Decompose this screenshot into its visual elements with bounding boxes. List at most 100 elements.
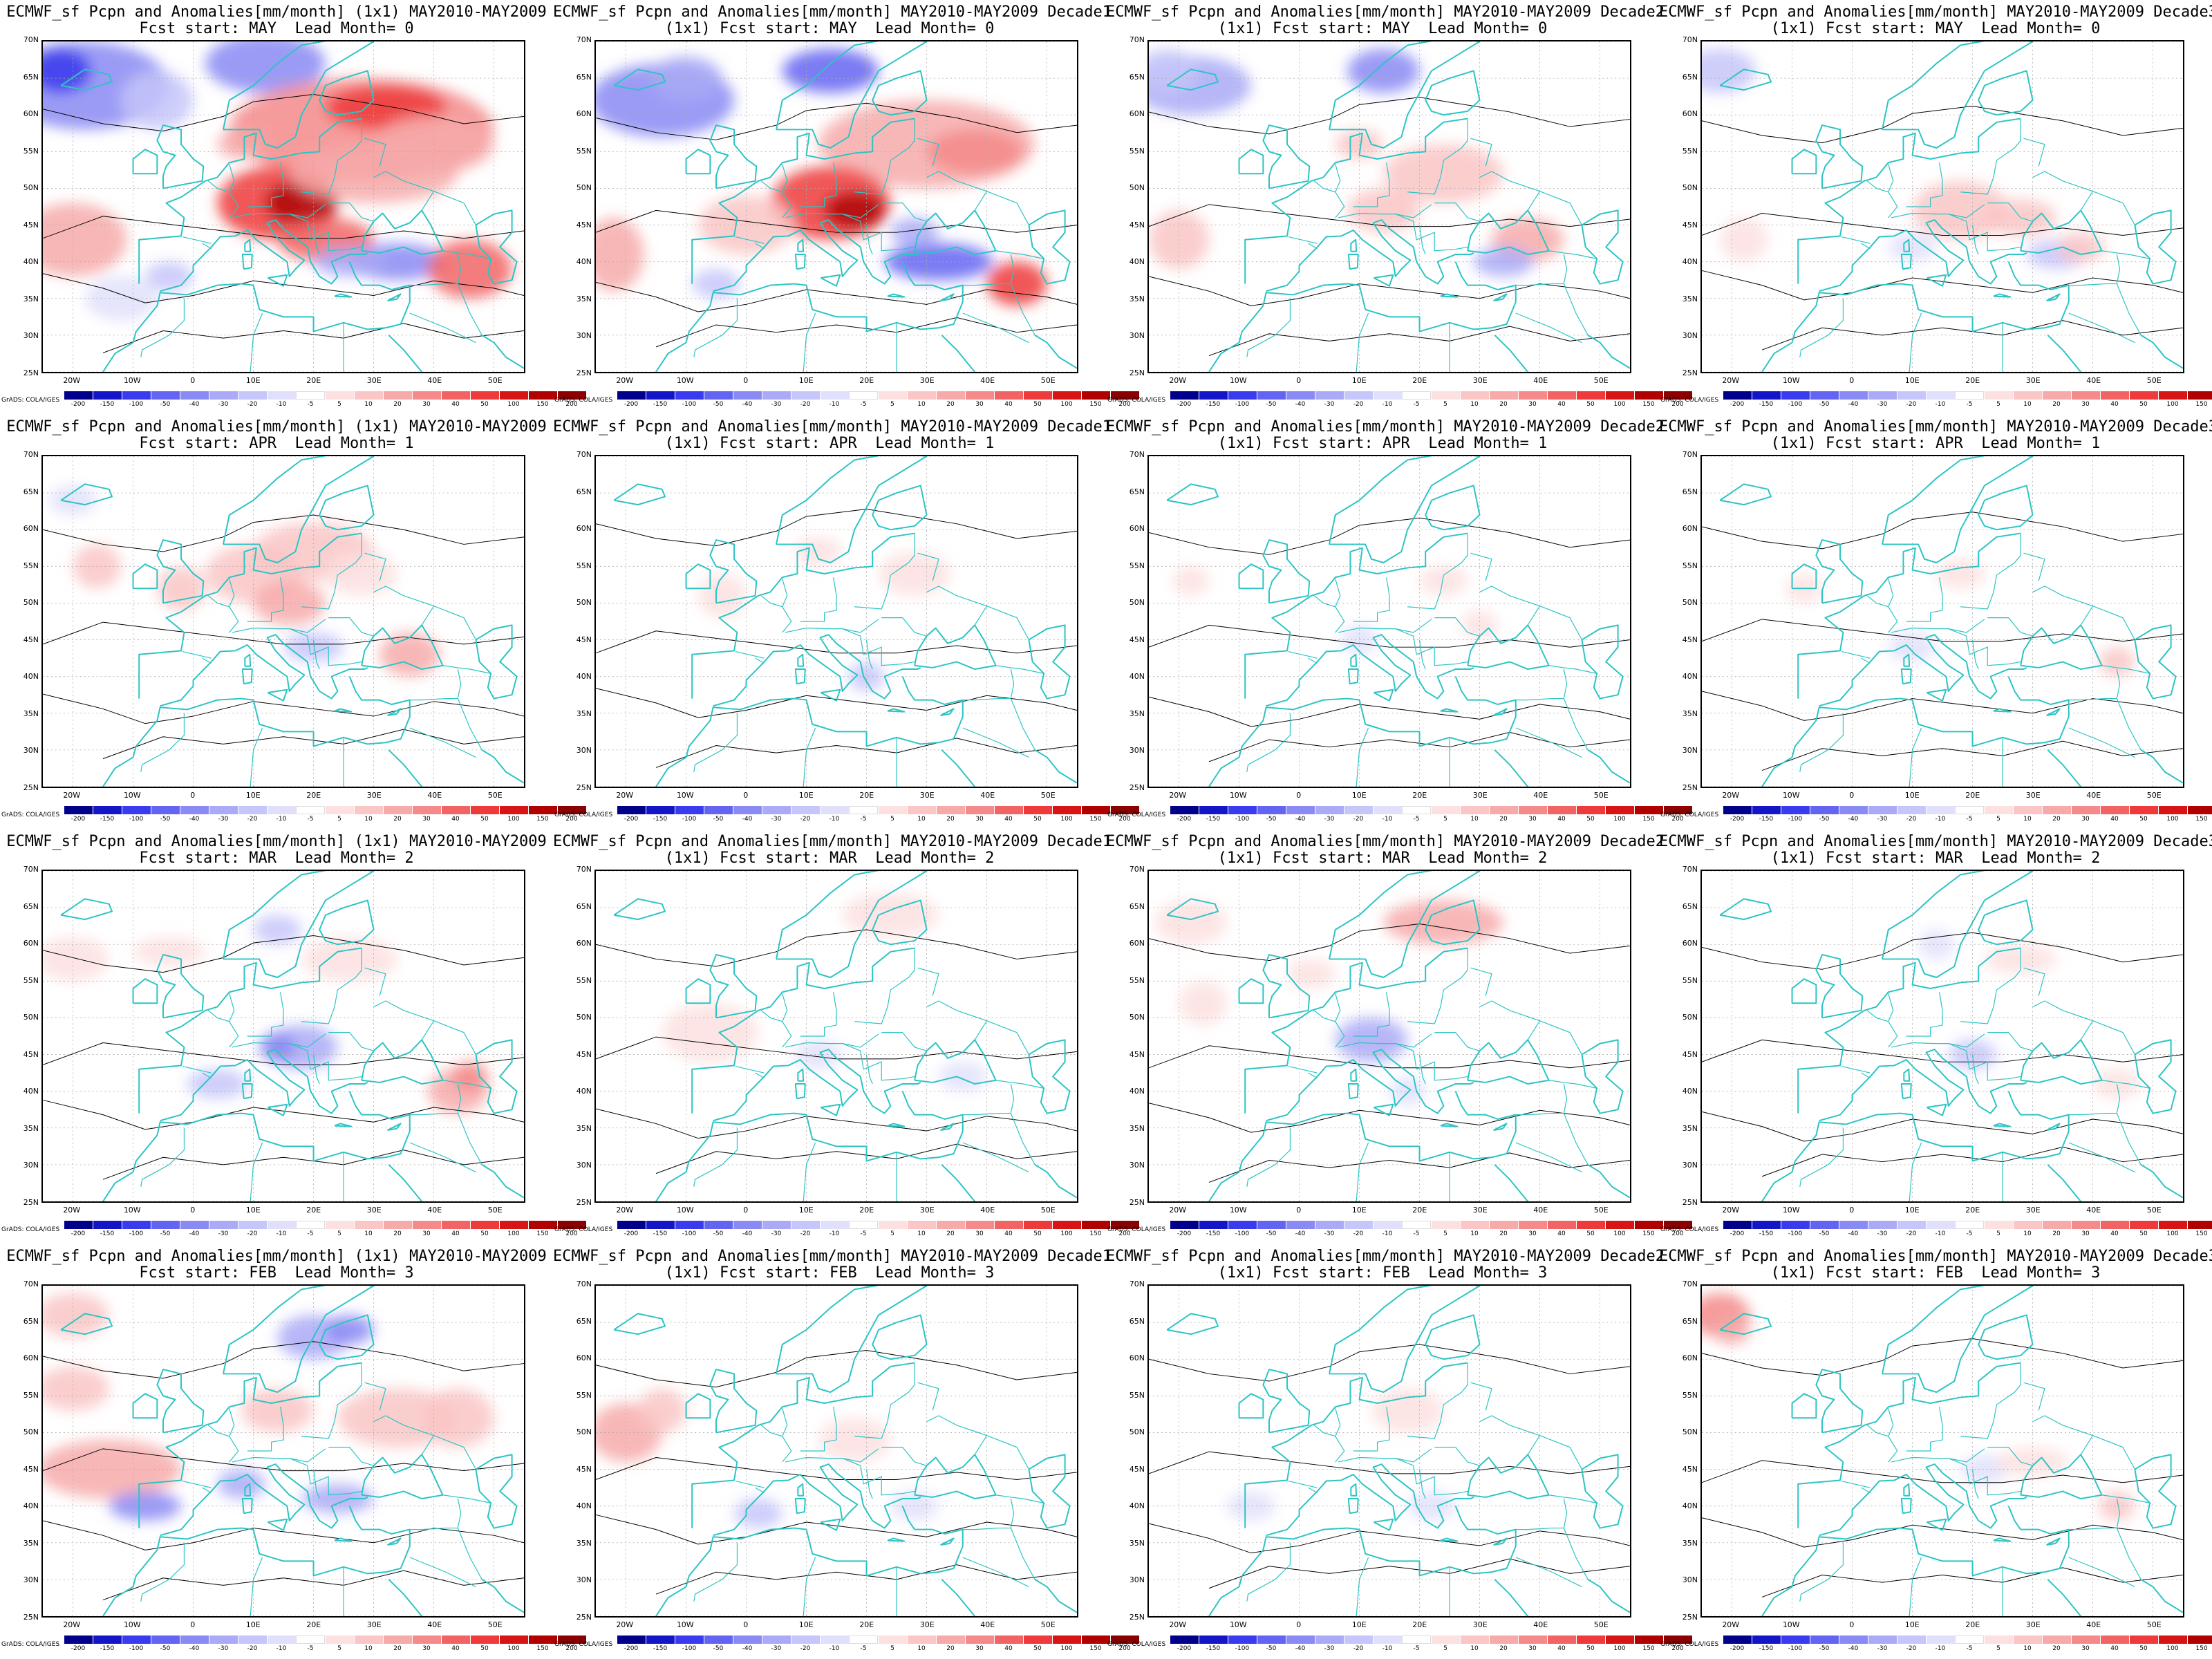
colorbar-swatch [878,806,907,814]
coastline [887,708,906,713]
colorbar-swatch [762,391,791,400]
border-line [1888,1408,1894,1437]
colorbar-swatch [1286,806,1315,814]
panel-subtitle: (1x1) Fcst start: APR Lead Month= 1 [1770,435,2101,452]
colorbar-label: 20 [1499,1230,1508,1237]
anomaly-blob [259,1032,296,1062]
longitude-label: 30E [919,791,935,800]
colorbar [64,391,586,400]
colorbar-label: 100 [2166,401,2179,408]
panel-subtitle: Fcst start: MAR Lead Month= 2 [139,850,414,867]
colorbar-swatch [646,1635,675,1644]
colorbar-swatch [412,391,441,400]
map-svg [1702,1286,2183,1616]
colorbar-swatch [325,391,354,400]
coastline [1440,1123,1459,1127]
latitude-label: 45N [1682,220,1698,229]
colorbar-swatch [1373,806,1402,814]
colorbar-label: -20 [1906,401,1917,408]
border-line [962,668,1015,701]
coastline [940,708,955,716]
colorbar-swatch [1926,1221,1955,1229]
colorbar-swatch [2187,1635,2212,1644]
colorbar-label: 30 [975,401,984,408]
border-line [854,118,915,195]
grads-credit: GrADS: COLA/IGES [1,1226,60,1233]
latitude-label: 30N [576,331,592,341]
border-line [1353,1407,1390,1452]
longitude-label: 20W [1722,1206,1740,1215]
border-line [373,1415,435,1455]
contour-line [1702,213,2183,236]
colorbar-label: 30 [422,816,431,823]
longitude-label: 30E [1472,1620,1488,1629]
colorbar-swatch [1052,806,1081,814]
border-line [442,250,491,259]
map-svg [596,871,1077,1201]
coastline [361,1039,444,1085]
colorbar-label: 200 [1671,816,1684,823]
coastline [319,70,375,116]
coastline [2140,335,2183,369]
border-line [1246,1542,1291,1602]
border-line [1335,579,1341,608]
colorbar-label: 40 [451,816,460,823]
coastline [1587,335,1630,369]
colorbar-label: 10 [1470,1645,1479,1652]
coastline [2047,335,2081,372]
border-line [312,1054,320,1085]
coastline [1244,532,1468,699]
colorbar-label: -10 [829,816,840,823]
colorbar-swatch [1110,391,1139,400]
colorbar-label: -10 [829,401,840,408]
anomaly-blob [205,41,326,93]
border-line [760,1010,792,1048]
longitude-label: 20E [1412,376,1427,385]
map-svg [1702,871,2183,1201]
precip-contours [596,102,1077,348]
anomaly-blob [217,129,265,159]
coastline [872,1314,928,1360]
colorbar-label: 10 [364,1230,373,1237]
border-line [1841,650,1871,659]
contour-line [1149,276,1630,306]
coastline [1882,871,2034,979]
longitude-label: 0 [1849,1206,1855,1215]
colorbar-swatch [965,1635,994,1644]
colorbar-swatch [791,806,820,814]
coastline [1028,209,1071,285]
latitude-label: 45N [576,1464,592,1474]
border-line [800,992,837,1037]
longitude-label: 0 [743,791,749,800]
latitude-label: 70N [1682,865,1698,874]
colorbar-swatch [936,1635,965,1644]
colorbar-label: 20 [946,1230,955,1237]
longitude-label: 50E [487,1620,503,1629]
colorbar-label: -5 [1966,401,1973,408]
border-line [1353,992,1390,1037]
anomaly-shading [1702,48,2105,270]
latitude-label: 30N [576,746,592,756]
map-area [1147,455,1631,788]
colorbar-label: -30 [1877,816,1888,823]
colorbar-swatch [151,1221,180,1229]
anomaly-blob [43,937,109,982]
latitude-label: 35N [1129,1538,1145,1548]
coastline [156,124,205,189]
coastline [1493,293,1508,301]
colorbar-label: 30 [422,1230,431,1237]
precip-contours [43,1341,524,1601]
latitude-label: 40N [1682,672,1698,682]
coastline [1425,485,1481,531]
contour-line [1702,932,2183,970]
border-line [2116,1528,2141,1580]
colorbar-swatch [820,806,849,814]
coastline [102,1091,411,1201]
colorbar-swatch [1576,1635,1605,1644]
border-line [1971,225,1979,255]
country-borders [1799,533,2150,787]
longitude-label: 40E [2086,1620,2101,1629]
colorbar-swatch [1663,806,1692,814]
colorbar-swatch [441,1635,470,1644]
coastlines [1719,1286,2183,1616]
